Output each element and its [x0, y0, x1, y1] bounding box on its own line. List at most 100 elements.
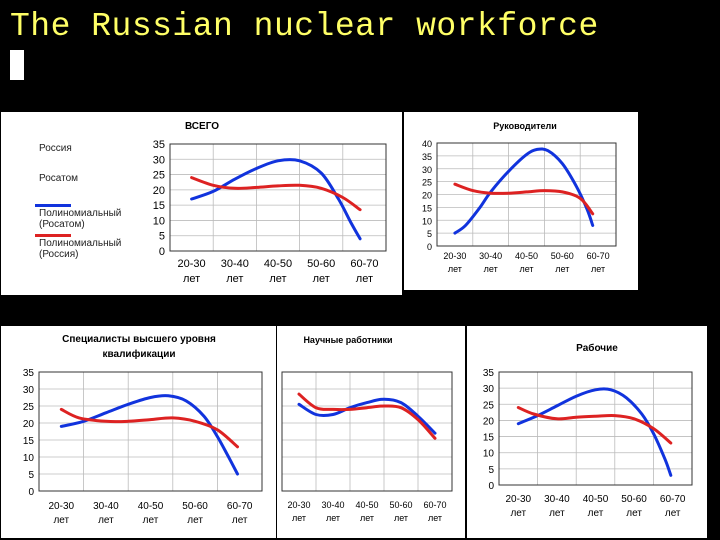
chart-panel-total: ВСЕГО 0 5 10 15 20 25 30 35 20-30 лет 30-40 лет 40-50… [1, 112, 402, 295]
x-tick-label-unit: лет [394, 513, 408, 523]
chart-total: ВСЕГО 0 5 10 15 20 25 30 35 20-30 лет 30-40 лет 40-50… [153, 121, 387, 285]
chart-workers: Рабочие 0 5 10 15 20 25 30 35 20-30 лет 30-40 лет 40-… [483, 342, 693, 519]
y-tick-label: 25 [483, 400, 495, 411]
y-tick-label: 0 [427, 242, 432, 252]
x-tick-label-unit: лет [588, 508, 604, 519]
trend-line-russia [297, 392, 437, 440]
legend-label: Россия [39, 143, 72, 154]
y-tick-label: 20 [422, 191, 432, 201]
y-tick-label: 15 [23, 436, 35, 447]
y-tick-label: 10 [483, 449, 495, 460]
x-tick-label: 60-70 [660, 494, 686, 505]
trend-line-rosatom [453, 147, 595, 235]
y-tick-label: 0 [488, 481, 494, 492]
x-tick-label-unit: лет [356, 273, 373, 285]
x-tick-label: 60-70 [350, 258, 378, 270]
chart-panel-researchers: Научные работники 20-30 лет 30-40 лет 40-50 ле… [277, 326, 465, 538]
trend-line-rosatom [59, 394, 239, 476]
chart-title: квалификации [103, 348, 176, 360]
legend-item-rosatom: Росатом [39, 173, 78, 184]
x-tick-label: 40-50 [515, 251, 538, 261]
x-tick-label: 20-30 [506, 494, 532, 505]
y-tick-label: 20 [483, 416, 495, 427]
y-tick-label: 35 [422, 152, 432, 162]
x-tick-label: 60-70 [227, 501, 253, 512]
trend-line-russia [453, 182, 595, 216]
x-tick-label: 50-60 [551, 251, 574, 261]
y-tick-label: 35 [23, 368, 35, 379]
y-tick-label: 10 [23, 453, 35, 464]
title-accent-bar [10, 50, 24, 80]
x-tick-label: 30-40 [479, 251, 502, 261]
x-tick-label: 30-40 [544, 494, 570, 505]
chart-title: Научные работники [303, 335, 392, 345]
x-tick-label: 20-30 [287, 500, 310, 510]
y-tick-label: 30 [422, 165, 432, 175]
legend-label: Полиномиальный (Россия) [39, 238, 122, 260]
x-tick-label-unit: лет [187, 515, 203, 526]
trend-line-russia [190, 176, 362, 212]
plot-area-border [38, 371, 263, 492]
y-tick-label: 25 [153, 170, 165, 182]
x-tick-label-unit: лет [326, 513, 340, 523]
chart-title: Специалисты высшего уровня [62, 334, 216, 345]
y-tick-label: 5 [28, 470, 34, 481]
x-tick-label-unit: лет [510, 508, 526, 519]
x-tick-label-unit: лет [591, 264, 605, 274]
y-tick-label: 20 [23, 419, 35, 430]
x-tick-label-unit: лет [53, 515, 69, 526]
legend-item-russia: Россия [39, 143, 72, 154]
y-tick-label: 5 [159, 231, 165, 243]
x-tick-label-unit: лет [428, 513, 442, 523]
legend-label: Полиномиальный (Росатом) [39, 208, 122, 230]
x-tick-label-unit: лет [232, 515, 248, 526]
x-tick-label: 60-70 [423, 500, 446, 510]
x-tick-label: 20-30 [443, 251, 466, 261]
x-tick-label-unit: лет [626, 508, 642, 519]
x-tick-label-unit: лет [292, 513, 306, 523]
x-tick-label-unit: лет [448, 264, 462, 274]
x-tick-label-unit: лет [183, 273, 200, 285]
x-tick-label: 50-60 [307, 258, 335, 270]
legend-label: Росатом [39, 173, 79, 184]
x-tick-label: 60-70 [587, 251, 610, 261]
x-tick-label: 40-50 [583, 494, 609, 505]
x-tick-label: 20-30 [178, 258, 206, 270]
trend-line-russia [516, 406, 673, 445]
chart-panel-specialists: Специалисты высшего уровня квалификации 0 5… [1, 326, 276, 538]
chart-title: Рабочие [576, 342, 618, 354]
x-tick-label-unit: лет [360, 513, 374, 523]
y-tick-label: 20 [153, 185, 165, 197]
chart-specialists: Специалисты высшего уровня квалификации 0 5… [23, 334, 263, 526]
trend-line-rosatom [297, 397, 437, 435]
x-tick-label-unit: лет [143, 515, 159, 526]
y-tick-label: 0 [159, 246, 165, 258]
y-tick-label: 10 [422, 216, 432, 226]
chart-title: ВСЕГО [185, 121, 219, 132]
trend-line-rosatom [516, 387, 673, 477]
chart-panel-workers: Рабочие 0 5 10 15 20 25 30 35 20-30 лет 30-40 лет 40-… [467, 326, 707, 538]
legend-swatch-russia-trend [35, 234, 71, 237]
x-tick-label-unit: лет [519, 264, 533, 274]
y-tick-label: 10 [153, 215, 165, 227]
x-tick-label-unit: лет [269, 273, 286, 285]
x-tick-label: 50-60 [389, 500, 412, 510]
y-tick-label: 30 [23, 385, 35, 396]
trend-line-russia [59, 407, 239, 449]
x-tick-label-unit: лет [549, 508, 565, 519]
legend-item-rosatom-trend: Полиномиальный (Росатом) [39, 208, 134, 230]
y-tick-label: 35 [483, 368, 495, 379]
x-tick-label: 30-40 [321, 500, 344, 510]
chart-managers: Руководители 0 5 10 15 20 25 30 35 40 20-30 лет 30-4… [422, 121, 617, 274]
plot-area-border [281, 371, 453, 492]
x-tick-label: 40-50 [264, 258, 292, 270]
legend-item-russia-trend: Полиномиальный (Россия) [39, 238, 134, 260]
x-tick-label: 40-50 [355, 500, 378, 510]
trend-line-rosatom [190, 158, 362, 241]
x-tick-label: 30-40 [221, 258, 249, 270]
chart-researchers: Научные работники 20-30 лет 30-40 лет 40-50 ле… [281, 335, 453, 523]
plot-area-border [436, 142, 617, 247]
y-tick-label: 40 [422, 139, 432, 149]
x-tick-label: 20-30 [49, 501, 75, 512]
x-tick-label: 50-60 [621, 494, 647, 505]
